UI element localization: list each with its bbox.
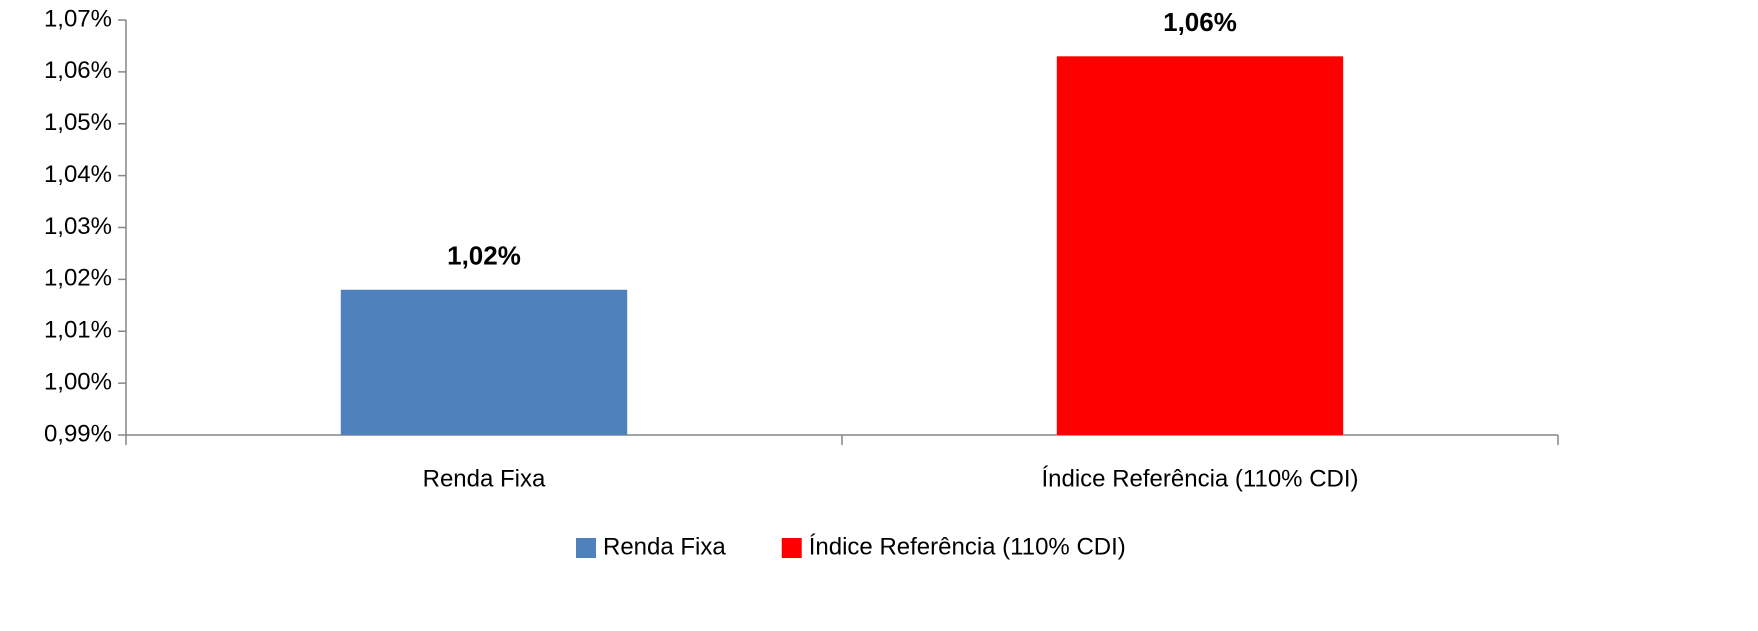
- legend-swatch: [576, 538, 596, 558]
- y-tick-label: 1,01%: [44, 317, 112, 344]
- y-tick-label: 1,00%: [44, 368, 112, 395]
- legend-label: Índice Referência (110% CDI): [809, 533, 1126, 560]
- data-label: 1,02%: [447, 241, 521, 271]
- x-tick-label: Renda Fixa: [423, 465, 546, 492]
- y-tick-label: 1,06%: [44, 57, 112, 84]
- legend-label: Renda Fixa: [603, 533, 726, 560]
- bar: [1056, 56, 1344, 435]
- y-tick-label: 1,04%: [44, 161, 112, 188]
- y-tick-label: 1,02%: [44, 265, 112, 292]
- y-tick-label: 1,05%: [44, 109, 112, 136]
- y-tick-label: 0,99%: [44, 420, 112, 447]
- x-tick-label: Índice Referência (110% CDI): [1041, 465, 1358, 492]
- y-tick-label: 1,07%: [44, 5, 112, 32]
- bar: [340, 289, 628, 435]
- y-tick-label: 1,03%: [44, 213, 112, 240]
- data-label: 1,06%: [1163, 7, 1237, 37]
- legend-swatch: [781, 538, 802, 558]
